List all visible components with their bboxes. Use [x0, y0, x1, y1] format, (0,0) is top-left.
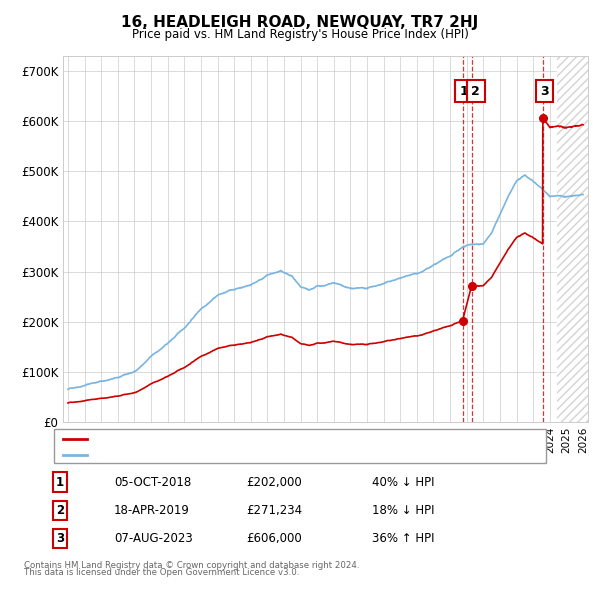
Text: 3: 3 — [541, 84, 549, 97]
Bar — [557, 56, 588, 422]
Text: 16, HEADLEIGH ROAD, NEWQUAY, TR7 2HJ (detached house): 16, HEADLEIGH ROAD, NEWQUAY, TR7 2HJ (de… — [91, 434, 407, 444]
Text: Contains HM Land Registry data © Crown copyright and database right 2024.: Contains HM Land Registry data © Crown c… — [24, 561, 359, 570]
Text: 18-APR-2019: 18-APR-2019 — [114, 504, 190, 517]
Text: 18% ↓ HPI: 18% ↓ HPI — [372, 504, 434, 517]
Text: 2: 2 — [472, 84, 480, 97]
Text: 16, HEADLEIGH ROAD, NEWQUAY, TR7 2HJ: 16, HEADLEIGH ROAD, NEWQUAY, TR7 2HJ — [121, 15, 479, 30]
Text: 36% ↑ HPI: 36% ↑ HPI — [372, 532, 434, 545]
Bar — [557, 56, 588, 422]
Text: 1: 1 — [460, 84, 469, 97]
Text: 07-AUG-2023: 07-AUG-2023 — [114, 532, 193, 545]
Text: £271,234: £271,234 — [246, 504, 302, 517]
Text: £606,000: £606,000 — [246, 532, 302, 545]
Text: 05-OCT-2018: 05-OCT-2018 — [114, 476, 191, 489]
Text: £202,000: £202,000 — [246, 476, 302, 489]
Text: Price paid vs. HM Land Registry's House Price Index (HPI): Price paid vs. HM Land Registry's House … — [131, 28, 469, 41]
Text: 1: 1 — [56, 476, 64, 489]
Text: 2: 2 — [56, 504, 64, 517]
Text: 40% ↓ HPI: 40% ↓ HPI — [372, 476, 434, 489]
Text: HPI: Average price, detached house, Cornwall: HPI: Average price, detached house, Corn… — [91, 450, 329, 460]
Text: This data is licensed under the Open Government Licence v3.0.: This data is licensed under the Open Gov… — [24, 568, 299, 577]
Text: 3: 3 — [56, 532, 64, 545]
